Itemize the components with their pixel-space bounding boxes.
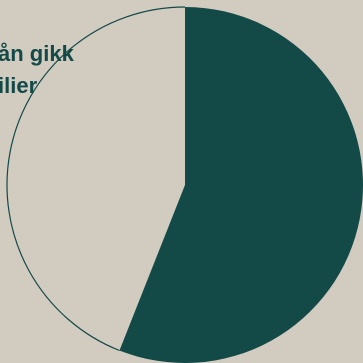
title-line-1: ån gikk xyxy=(0,41,74,66)
pie-slice-2 xyxy=(6,6,186,352)
chart-title: ån gikk ilier xyxy=(0,38,74,102)
pie-slice-1 xyxy=(119,7,363,363)
title-line-2: ilier xyxy=(0,73,38,98)
